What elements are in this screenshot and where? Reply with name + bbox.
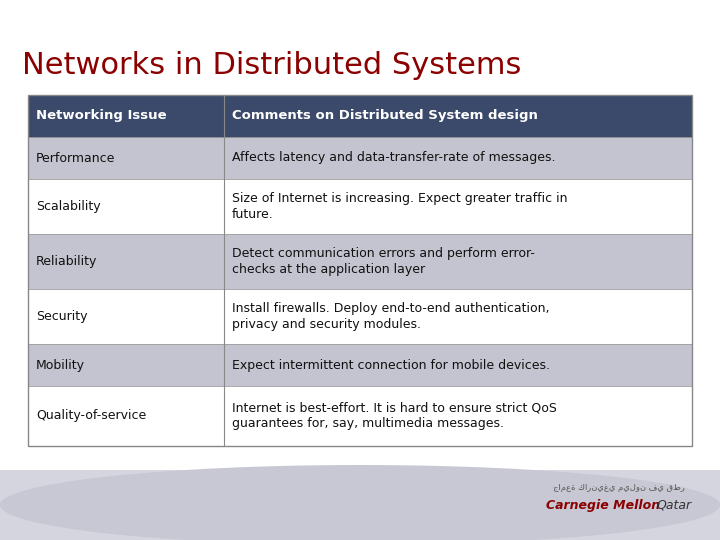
Bar xyxy=(224,289,692,344)
Bar xyxy=(224,386,692,446)
Text: Carnegie Mellon: Carnegie Mellon xyxy=(546,498,660,511)
Text: Qatar: Qatar xyxy=(657,498,692,511)
Bar xyxy=(224,234,692,289)
Bar xyxy=(28,137,224,179)
Bar xyxy=(224,344,692,386)
Text: Reliability: Reliability xyxy=(36,255,97,268)
Text: Size of Internet is increasing. Expect greater traffic in
future.: Size of Internet is increasing. Expect g… xyxy=(232,192,567,221)
Text: Security: Security xyxy=(36,310,88,323)
Text: Affects latency and data-transfer-rate of messages.: Affects latency and data-transfer-rate o… xyxy=(232,152,555,165)
Text: Comments on Distributed System design: Comments on Distributed System design xyxy=(232,110,538,123)
Bar xyxy=(224,95,692,137)
Bar xyxy=(28,289,224,344)
Text: Networking Issue: Networking Issue xyxy=(36,110,166,123)
Bar xyxy=(28,234,224,289)
Bar xyxy=(224,179,692,234)
Text: Expect intermittent connection for mobile devices.: Expect intermittent connection for mobil… xyxy=(232,359,550,372)
Bar xyxy=(28,344,224,386)
Bar xyxy=(224,137,692,179)
Text: Networks in Distributed Systems: Networks in Distributed Systems xyxy=(22,51,521,79)
Bar xyxy=(0,470,720,540)
Text: Mobility: Mobility xyxy=(36,359,85,372)
Bar xyxy=(28,95,224,137)
Bar xyxy=(28,179,224,234)
Bar xyxy=(28,386,224,446)
Text: Quality-of-service: Quality-of-service xyxy=(36,409,146,422)
Text: Internet is best-effort. It is hard to ensure strict QoS
guarantees for, say, mu: Internet is best-effort. It is hard to e… xyxy=(232,402,557,430)
Text: Install firewalls. Deploy end-to-end authentication,
privacy and security module: Install firewalls. Deploy end-to-end aut… xyxy=(232,302,549,331)
Text: جامعة كارنيغي ميلون في قطر: جامعة كارنيغي ميلون في قطر xyxy=(553,483,685,492)
Text: Detect communication errors and perform error-
checks at the application layer: Detect communication errors and perform … xyxy=(232,247,535,276)
Text: Scalability: Scalability xyxy=(36,200,101,213)
Bar xyxy=(28,95,692,446)
Text: Performance: Performance xyxy=(36,152,115,165)
Ellipse shape xyxy=(0,465,720,540)
